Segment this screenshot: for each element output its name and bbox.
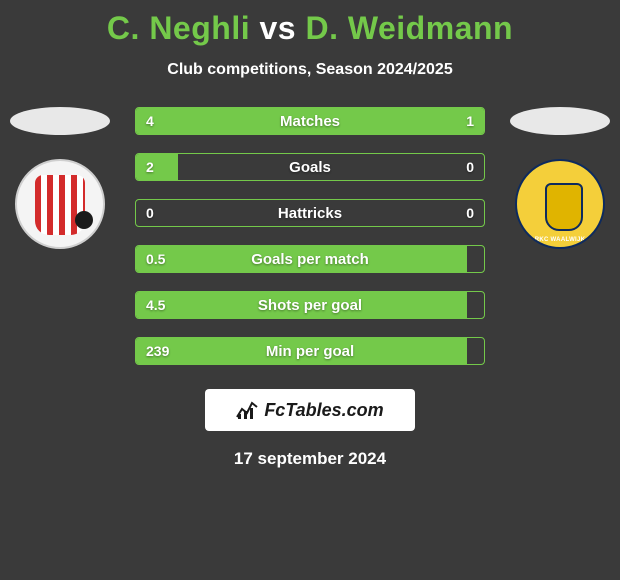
player1-club-crest bbox=[15, 159, 105, 249]
bar-fill-left bbox=[136, 154, 178, 180]
player2-oval bbox=[510, 107, 610, 135]
stat-bars: Matches41Goals20Hattricks00Goals per mat… bbox=[135, 107, 485, 365]
player1-name: C. Neghli bbox=[107, 10, 250, 46]
comparison-arena: Matches41Goals20Hattricks00Goals per mat… bbox=[0, 107, 620, 365]
brand-text: FcTables.com bbox=[264, 400, 383, 421]
stat-row: Hattricks0 0 bbox=[135, 199, 485, 227]
stat-row: Shots per goal4.5 bbox=[135, 291, 485, 319]
stat-label: Hattricks bbox=[136, 200, 484, 226]
comparison-title: C. Neghli vs D. Weidmann bbox=[0, 0, 620, 47]
player1-badge-column bbox=[10, 107, 110, 249]
brand-badge: FcTables.com bbox=[205, 389, 415, 431]
stat-value-left: 0 bbox=[146, 200, 154, 226]
player2-club-crest bbox=[515, 159, 605, 249]
subtitle: Club competitions, Season 2024/2025 bbox=[0, 61, 620, 79]
stat-value-right: 0 bbox=[466, 154, 474, 180]
stat-row: Goals20 bbox=[135, 153, 485, 181]
bar-fill-left bbox=[136, 338, 467, 364]
brand-chart-icon bbox=[236, 399, 258, 421]
bar-fill-left bbox=[136, 108, 404, 134]
vs-separator: vs bbox=[259, 10, 296, 46]
bar-fill-right bbox=[404, 108, 484, 134]
player1-oval bbox=[10, 107, 110, 135]
stat-value-right: 0 bbox=[466, 200, 474, 226]
stat-row: Matches41 bbox=[135, 107, 485, 135]
stat-row: Min per goal239 bbox=[135, 337, 485, 365]
stat-label: Goals bbox=[136, 154, 484, 180]
stat-row: Goals per match0.5 bbox=[135, 245, 485, 273]
bar-fill-left bbox=[136, 292, 467, 318]
snapshot-date: 17 september 2024 bbox=[0, 449, 620, 469]
player2-name: D. Weidmann bbox=[305, 10, 513, 46]
bar-fill-left bbox=[136, 246, 467, 272]
player2-badge-column bbox=[510, 107, 610, 249]
